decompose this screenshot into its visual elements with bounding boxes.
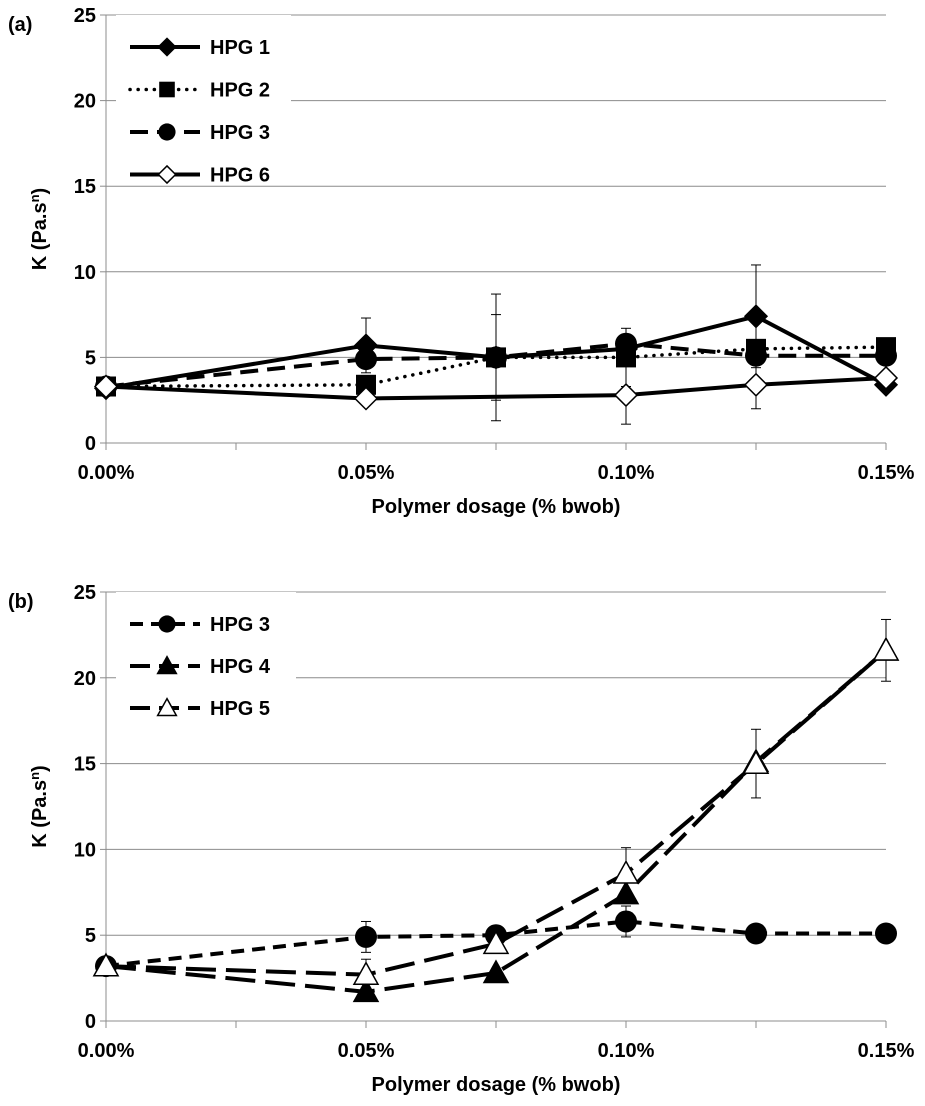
x-tick-label: 0.00% xyxy=(78,462,135,484)
legend-label: HPG 6 xyxy=(210,165,270,187)
data-point xyxy=(613,383,639,408)
x-tick-label: 0.15% xyxy=(858,1040,915,1062)
data-point xyxy=(353,386,379,411)
y-axis-title: K (Pa.sn) xyxy=(27,765,52,847)
series-line xyxy=(105,919,886,969)
x-tick-label: 0.15% xyxy=(858,462,915,484)
legend-label: HPG 1 xyxy=(210,37,270,59)
x-tick-label: 0.05% xyxy=(338,462,395,484)
data-point xyxy=(356,374,376,395)
legend-marker xyxy=(156,697,178,717)
x-tick-label: 0.10% xyxy=(598,1040,655,1062)
legend-marker xyxy=(157,164,177,185)
data-point xyxy=(92,952,120,977)
series-line xyxy=(105,648,888,994)
legend: HPG 3 HPG 4 HPG 5 xyxy=(116,592,296,720)
x-tick-label: 0.00% xyxy=(78,1040,135,1062)
legend-marker xyxy=(158,615,176,633)
y-tick-label: 10 xyxy=(74,262,96,284)
data-point xyxy=(93,374,119,399)
legend-label: HPG 5 xyxy=(210,698,270,720)
data-point xyxy=(745,922,767,945)
y-tick-label: 0 xyxy=(85,1011,96,1033)
series-line xyxy=(105,341,886,389)
y-axis-title: K (Pa.sn) xyxy=(27,188,52,270)
y-tick-label: 15 xyxy=(74,754,96,776)
legend-marker xyxy=(157,37,177,57)
panel-label: (a) xyxy=(8,14,32,36)
x-tick-label: 0.10% xyxy=(598,462,655,484)
data-point xyxy=(743,372,769,397)
data-point xyxy=(482,959,510,984)
legend-marker xyxy=(158,123,176,141)
y-tick-label: 5 xyxy=(85,347,96,369)
data-point xyxy=(875,344,897,367)
data-point xyxy=(355,925,377,948)
legend-label: HPG 4 xyxy=(210,656,271,678)
data-point xyxy=(485,346,507,369)
x-tick-label: 0.05% xyxy=(338,1040,395,1062)
legend-background xyxy=(116,592,296,720)
data-point xyxy=(615,910,637,933)
series-line xyxy=(105,314,887,391)
data-point xyxy=(612,859,640,884)
data-point xyxy=(743,304,769,329)
legend: HPG 1 HPG 2 HPG 3 HPG 6 xyxy=(116,15,291,187)
data-point xyxy=(742,750,770,774)
data-point xyxy=(875,922,897,945)
legend-label: HPG 3 xyxy=(210,614,270,636)
y-tick-label: 20 xyxy=(74,91,96,113)
legend-marker xyxy=(156,655,178,675)
series-line xyxy=(105,648,888,977)
data-point xyxy=(482,930,510,955)
y-tick-label: 25 xyxy=(74,582,96,604)
legend-label: HPG 2 xyxy=(210,80,270,102)
y-tick-label: 0 xyxy=(85,433,96,455)
data-point xyxy=(745,344,767,367)
chart-panel-b: 0 5 10 15 20 25 0.00% 0.05% 0.10% 0.15% Polymer do… xyxy=(8,582,915,1096)
legend-background xyxy=(116,15,291,185)
data-point xyxy=(355,348,377,371)
panel-label: (b) xyxy=(8,591,34,613)
legend-marker xyxy=(159,81,175,98)
data-point xyxy=(615,332,637,355)
x-axis-title: Polymer dosage (% bwob) xyxy=(372,1074,621,1096)
chart-panel-a: 0 5 10 15 20 25 0.00% 0.05% 0.10% 0.15% Polymer do… xyxy=(8,5,915,518)
data-point xyxy=(612,880,640,905)
y-tick-label: 20 xyxy=(74,668,96,690)
y-tick-label: 5 xyxy=(85,925,96,947)
y-tick-label: 10 xyxy=(74,839,96,861)
data-point xyxy=(873,365,899,391)
y-tick-label: 15 xyxy=(74,176,96,198)
data-point xyxy=(352,978,380,1003)
data-point xyxy=(352,961,380,986)
y-tick-label: 25 xyxy=(74,5,96,27)
x-axis-title: Polymer dosage (% bwob) xyxy=(372,496,621,518)
legend-label: HPG 3 xyxy=(210,122,270,144)
data-point xyxy=(872,636,900,661)
